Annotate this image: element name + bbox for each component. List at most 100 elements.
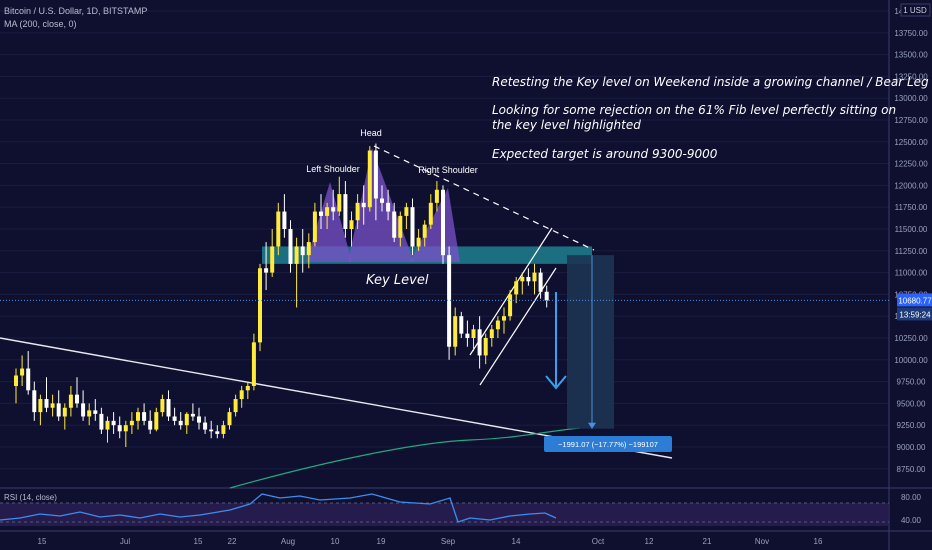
label-head: Head — [360, 128, 382, 138]
price-tick-label: 13250.00 — [894, 72, 928, 81]
left-shoulder-shape — [306, 182, 352, 262]
candle-body — [306, 242, 311, 256]
price-tick-label: 11250.00 — [895, 247, 928, 256]
candle-body — [56, 403, 61, 417]
projection-arrow-head — [588, 422, 596, 429]
price-tick-label: 11750.00 — [895, 203, 928, 212]
candle-body — [483, 338, 488, 356]
target-arrow-head — [545, 375, 567, 390]
candle-body — [380, 198, 384, 203]
candle-body — [422, 224, 427, 238]
price-tick-label: 11500.00 — [895, 225, 928, 234]
ma-indicator-title: MA (200, close, 0) — [4, 19, 77, 29]
candle-body — [50, 403, 55, 408]
candle-body — [166, 399, 171, 417]
candle-body — [453, 316, 458, 347]
price-tick-label: 12750.00 — [894, 116, 928, 125]
candle-body — [300, 246, 305, 256]
candle-body — [434, 189, 439, 203]
channel-upper — [469, 227, 553, 356]
candle-body — [355, 202, 360, 221]
candle-body — [312, 211, 317, 243]
candle-body — [264, 268, 269, 273]
candle-body — [416, 237, 421, 247]
label-left-shoulder: Left Shoulder — [306, 164, 360, 174]
price-tick-label: 9500.00 — [897, 399, 926, 408]
neckline-dashed — [373, 145, 595, 251]
time-tick-label: 19 — [377, 537, 386, 546]
candle-body — [465, 333, 470, 338]
candle-body — [215, 431, 220, 434]
candle-body — [99, 413, 104, 430]
candle-body — [502, 316, 506, 321]
candle-body — [136, 412, 140, 421]
candle-body — [245, 385, 250, 391]
candle-body — [544, 291, 549, 301]
time-tick-label: Jul — [120, 537, 130, 546]
price-tick-label: 13750.00 — [894, 29, 928, 38]
candle-body — [489, 329, 494, 338]
candle-body — [221, 425, 226, 434]
candle-body — [410, 207, 415, 247]
candle-body — [154, 412, 159, 430]
candle-body — [148, 420, 153, 430]
candle-body — [184, 413, 189, 426]
price-tick-label: 13500.00 — [894, 51, 928, 60]
ma200-line — [229, 427, 581, 489]
candle-body — [20, 368, 25, 376]
candle-body — [105, 420, 110, 430]
price-tick-label: 12500.00 — [894, 138, 928, 147]
candle-body — [459, 316, 464, 334]
analysis-note-3: the key level highlighted — [492, 118, 641, 132]
time-tick-label: 22 — [228, 537, 237, 546]
time-tick-label: 10 — [331, 537, 340, 546]
price-tick-label: 11000.00 — [895, 269, 928, 278]
currency-badge-box — [900, 3, 931, 17]
candle-body — [129, 420, 134, 426]
candle-body — [258, 268, 262, 343]
candle-body — [190, 413, 195, 417]
price-tick-label: 10000.00 — [894, 356, 928, 365]
candle-body — [392, 211, 397, 238]
candle-body — [386, 202, 391, 212]
candle-body — [160, 399, 165, 413]
right-shoulder-shape — [410, 188, 460, 262]
price-tick-label: 8750.00 — [897, 465, 926, 474]
candle-body — [233, 399, 238, 413]
price-tick-label: 13000.00 — [894, 94, 928, 103]
countdown-label: 13:59:24 — [899, 310, 931, 319]
candle-body — [319, 211, 323, 216]
candle-body — [239, 390, 244, 400]
candle-body — [87, 410, 92, 417]
symbol-title: Bitcoin / U.S. Dollar, 1D, BITSTAMP — [4, 6, 148, 16]
price-tick-label: 10250.00 — [894, 334, 928, 343]
candle-body — [447, 255, 452, 347]
candle-body — [398, 215, 403, 238]
time-tick-label: Oct — [592, 537, 605, 546]
candle-body — [251, 342, 256, 386]
time-tick-label: 15 — [194, 537, 203, 546]
candle-body — [404, 207, 409, 216]
candle-body — [532, 272, 537, 282]
candle-body — [343, 194, 348, 229]
candle-body — [373, 150, 378, 199]
candle-body — [288, 229, 293, 264]
candle-body — [44, 399, 49, 408]
candle-body — [123, 425, 128, 432]
rsi-line — [0, 493, 557, 523]
candle-body — [526, 276, 531, 282]
time-tick-label: Nov — [755, 537, 769, 546]
price-tick-label: 12250.00 — [894, 160, 928, 169]
candle-body — [325, 207, 330, 216]
candle-body — [294, 246, 299, 264]
candle-body — [111, 420, 116, 426]
candle-body — [227, 412, 232, 426]
candle-body — [93, 410, 98, 414]
candle-body — [32, 390, 37, 413]
candle-body — [441, 189, 445, 256]
candle-body — [508, 294, 513, 317]
candle-body — [477, 329, 482, 356]
candle-body — [117, 425, 122, 432]
